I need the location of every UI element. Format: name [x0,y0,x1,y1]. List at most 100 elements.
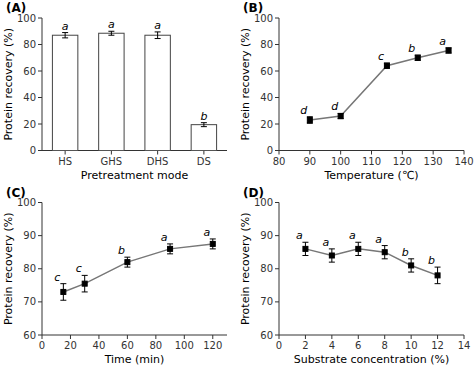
y-tick [275,268,279,269]
y-tick-label: 60 [23,330,36,341]
marker [384,63,389,68]
marker [415,55,420,60]
x-tick [437,335,438,339]
error-bar [355,242,361,255]
x-tick-label: 80 [273,156,286,167]
y-tick [38,71,42,72]
x-tick-label: 6 [355,340,361,351]
error-bar-cap [167,253,173,254]
x-axis-label: Pretreatment mode [81,169,189,182]
x-tick [411,335,412,339]
error-bar-cap [210,248,216,249]
error-bar [307,117,313,124]
y-tick-label: 100 [17,13,36,24]
y-tick-label: 100 [17,197,36,208]
x-tick [111,151,112,155]
x-tick [279,151,280,155]
error-bar-cap [408,272,414,273]
marker [338,114,343,119]
x-tick-label: 10 [405,340,418,351]
annotation: a [161,231,168,244]
marker [210,241,215,246]
annotation: b [118,244,125,257]
plot-area [307,48,452,124]
marker [61,289,66,294]
error-bar-cap [201,126,207,127]
marker [356,246,361,251]
x-tick-label: 60 [121,340,134,351]
x-tick-label: 120 [393,156,412,167]
marker [382,250,387,255]
x-tick-label: 14 [458,340,471,351]
error-bar-stem [157,32,158,39]
x-tick-label: HS [58,156,72,167]
x-tick-label: 0 [39,340,45,351]
marker [329,253,334,258]
error-bar-cap [82,275,88,276]
figure: (A)020406080100HSGHSDHSDSPretreatment mo… [0,0,474,369]
annotation: b [200,110,207,123]
x-tick-label: 2 [302,340,308,351]
error-bar [408,259,414,272]
x-tick-label: DS [197,156,211,167]
annotation: d [300,104,308,117]
error-bar-cap [302,255,308,256]
y-tick [275,71,279,72]
x-tick [464,151,465,155]
marker [125,260,130,265]
x-tick [464,335,465,339]
error-bar-cap [82,291,88,292]
y-axis-line [42,18,43,151]
x-tick [433,151,434,155]
x-tick [98,335,99,339]
error-bar-cap [124,257,130,258]
y-tick-label: 0 [30,145,36,156]
y-tick [38,97,42,98]
x-axis-label: Substrate concentration (%) [294,353,450,366]
y-tick-label: 20 [260,119,273,130]
error-bar [62,33,68,38]
error-bar-cap [167,243,173,244]
annotations: ddcba [300,35,446,117]
annotation: a [375,233,382,246]
x-tick [358,335,359,339]
line [305,249,437,276]
x-tick-label: 140 [454,156,473,167]
x-tick [42,335,43,339]
error-bar [329,249,335,262]
x-tick [384,335,385,339]
annotation: a [62,20,69,33]
background [0,0,474,369]
error-bar [108,31,114,35]
x-tick [402,151,403,155]
marker [446,48,451,53]
x-tick-label: DHS [147,156,169,167]
error-bar-cap [62,37,68,38]
error-bar [155,32,161,39]
error-bar [82,275,88,292]
error-bar-cap [60,283,66,284]
y-axis-label: Protein recovery (%) [239,28,252,141]
x-tick [184,335,185,339]
annotation: d [331,100,339,113]
x-axis-label: Temperature (℃) [323,169,418,182]
error-bar-stem [111,31,112,35]
x-tick-label: 100 [175,340,194,351]
x-tick-label: 12 [431,340,444,351]
y-tick [275,124,279,125]
error-bar [382,246,388,259]
error-bar-cap [329,248,335,249]
y-tick [275,44,279,45]
annotation: a [154,19,161,32]
x-tick [157,151,158,155]
marker [409,263,414,268]
error-bar-cap [155,38,161,39]
y-tick [38,18,42,19]
x-tick [340,151,341,155]
y-tick-label: 80 [23,39,36,50]
x-tick [212,335,213,339]
y-tick [38,268,42,269]
x-axis-label: Time (min) [104,353,165,366]
y-tick [38,44,42,45]
y-tick-label: 20 [23,119,36,130]
